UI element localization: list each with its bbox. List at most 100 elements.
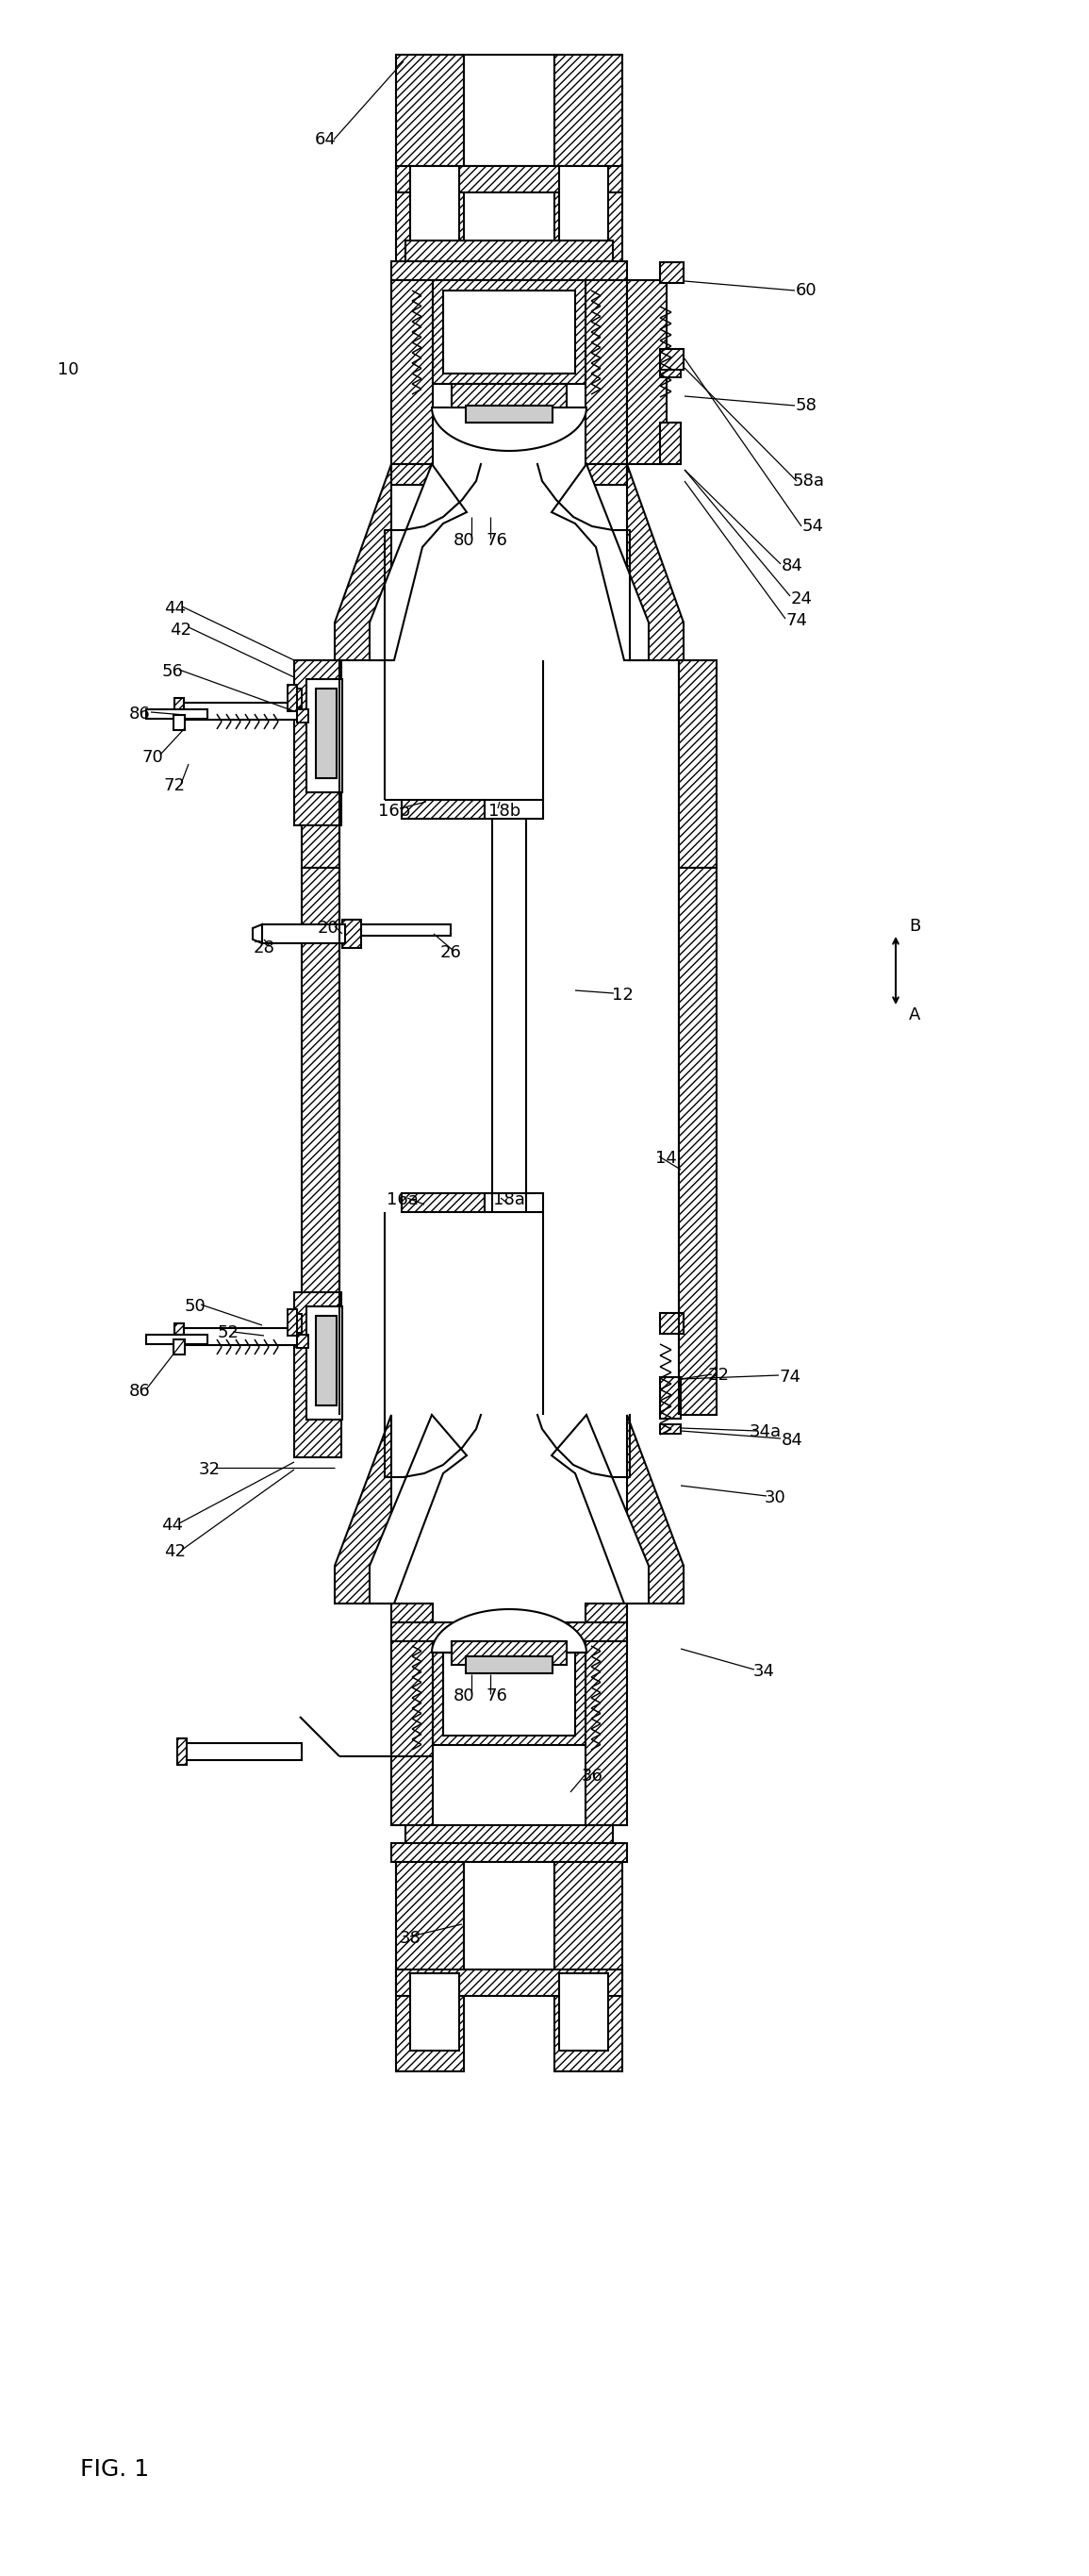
Text: 56: 56 (162, 662, 183, 680)
Bar (411, 165, 460, 242)
Text: 58: 58 (795, 397, 817, 415)
Bar (180, 703, 297, 719)
Text: 86: 86 (129, 1383, 150, 1399)
Text: 12: 12 (612, 987, 633, 1005)
Text: 80: 80 (453, 533, 475, 549)
Bar (586, 464, 627, 484)
Bar (396, 54, 464, 265)
Bar (443, 1654, 575, 1736)
Text: 10: 10 (58, 361, 78, 379)
Bar (302, 868, 340, 1414)
Bar (485, 801, 543, 819)
Bar (432, 1641, 586, 1744)
Text: 72: 72 (163, 778, 185, 793)
Bar (174, 698, 184, 724)
Bar (362, 925, 451, 935)
Text: A: A (908, 1007, 920, 1023)
Bar (452, 1641, 566, 1664)
Bar (391, 260, 627, 281)
Text: 22: 22 (708, 1368, 730, 1383)
Bar (180, 1329, 297, 1345)
Polygon shape (369, 1414, 467, 1602)
Bar (660, 422, 681, 464)
Bar (402, 1193, 485, 1213)
Bar (297, 708, 308, 721)
Text: 86: 86 (129, 706, 150, 721)
Polygon shape (369, 464, 467, 659)
Bar (554, 1862, 622, 2071)
Text: 44: 44 (161, 1517, 183, 1533)
Polygon shape (432, 1610, 587, 1654)
Bar (405, 240, 613, 260)
Bar (146, 708, 207, 719)
Bar (466, 404, 552, 422)
Bar (316, 1316, 337, 1406)
Bar (452, 384, 566, 407)
Text: 18b: 18b (488, 804, 521, 819)
Bar (432, 281, 586, 384)
Polygon shape (551, 1414, 649, 1602)
Text: 34a: 34a (749, 1425, 782, 1440)
Bar (306, 1306, 342, 1419)
Polygon shape (334, 1414, 391, 1602)
Bar (342, 920, 362, 948)
Bar (391, 464, 432, 484)
Text: 30: 30 (764, 1489, 786, 1507)
Bar (466, 1656, 552, 1674)
Text: 18a: 18a (493, 1190, 525, 1208)
Bar (391, 1842, 627, 1862)
Text: 14: 14 (654, 1149, 676, 1167)
Bar (464, 54, 554, 165)
Bar (184, 1744, 302, 1759)
Bar (396, 1971, 622, 1996)
Bar (391, 1641, 432, 1826)
Text: 16b: 16b (378, 804, 411, 819)
Bar (405, 1826, 613, 1847)
Text: 42: 42 (164, 1543, 186, 1561)
Text: 26: 26 (440, 945, 462, 961)
Bar (396, 165, 622, 193)
Bar (294, 1314, 302, 1332)
Bar (294, 659, 341, 824)
Text: 76: 76 (486, 533, 507, 549)
Bar (660, 1378, 681, 1419)
Text: 36: 36 (582, 1767, 603, 1785)
Bar (554, 54, 622, 265)
Bar (586, 281, 627, 464)
Bar (443, 291, 575, 374)
Text: 58a: 58a (793, 471, 825, 489)
Bar (660, 371, 681, 376)
Text: 52: 52 (218, 1324, 238, 1342)
Polygon shape (253, 925, 262, 943)
Text: 38: 38 (400, 1929, 421, 1947)
Bar (627, 281, 666, 464)
Bar (411, 1973, 460, 2050)
Bar (178, 1739, 186, 1765)
Text: B: B (909, 917, 920, 935)
Bar (306, 680, 342, 793)
Polygon shape (432, 407, 587, 451)
Polygon shape (627, 464, 684, 659)
Bar (660, 1425, 681, 1435)
Polygon shape (334, 464, 391, 659)
Text: 28: 28 (254, 940, 274, 956)
Bar (402, 801, 485, 819)
Bar (464, 1862, 554, 1973)
Text: 16a: 16a (387, 1190, 418, 1208)
Text: 32: 32 (198, 1461, 220, 1479)
Bar (302, 659, 340, 868)
Text: 42: 42 (170, 621, 192, 639)
Bar (287, 1309, 297, 1334)
Text: 64: 64 (315, 131, 337, 147)
Bar (559, 165, 608, 242)
Text: 50: 50 (184, 1298, 206, 1314)
Polygon shape (627, 1414, 684, 1602)
Text: 84: 84 (781, 556, 803, 574)
Text: 24: 24 (791, 590, 812, 608)
Text: 80: 80 (453, 1687, 475, 1705)
Bar (174, 1324, 184, 1350)
Text: 76: 76 (486, 1687, 507, 1705)
Bar (391, 1623, 627, 1641)
Bar (485, 1193, 543, 1213)
Text: 74: 74 (780, 1368, 800, 1386)
